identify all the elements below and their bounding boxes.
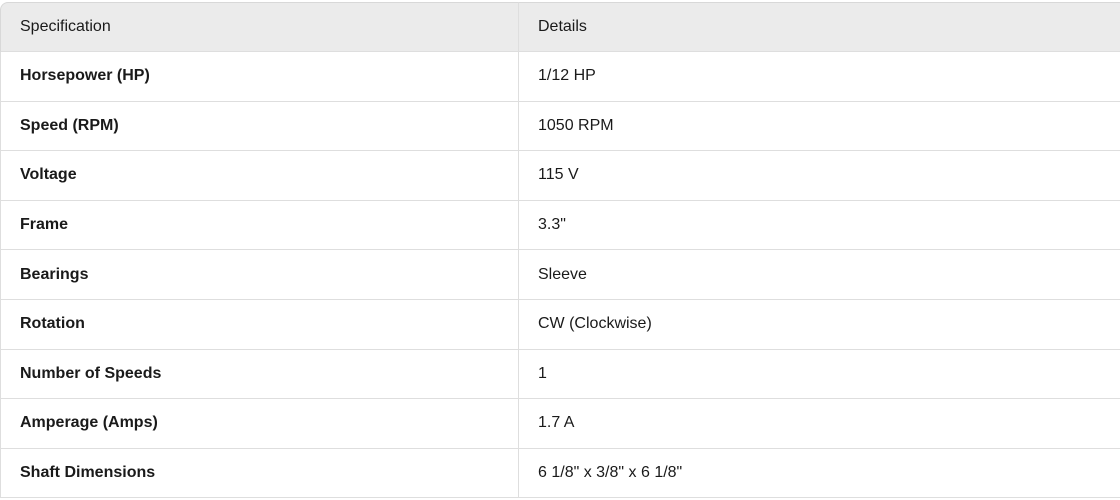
- spec-cell: Shaft Dimensions: [0, 448, 518, 499]
- spec-cell: Amperage (Amps): [0, 399, 518, 449]
- detail-cell: 115 V: [518, 151, 1120, 201]
- table-row: Number of Speeds 1: [0, 349, 1120, 400]
- table-row: Horsepower (HP) 1/12 HP: [0, 52, 1120, 102]
- table-row: Rotation CW (Clockwise): [0, 299, 1120, 350]
- spec-cell: Rotation: [0, 299, 518, 350]
- header-row: Specification Details: [0, 2, 1120, 52]
- spec-cell: Number of Speeds: [0, 349, 518, 400]
- table-row: Bearings Sleeve: [0, 250, 1120, 300]
- detail-cell: 1/12 HP: [518, 52, 1120, 102]
- detail-cell: 6 1/8" x 3/8" x 6 1/8": [518, 448, 1120, 499]
- spec-cell: Voltage: [0, 151, 518, 201]
- table-row: Amperage (Amps) 1.7 A: [0, 399, 1120, 449]
- detail-cell: 1050 RPM: [518, 101, 1120, 152]
- spec-cell: Frame: [0, 200, 518, 251]
- table-row: Shaft Dimensions 6 1/8" x 3/8" x 6 1/8": [0, 448, 1120, 499]
- spec-cell: Horsepower (HP): [0, 52, 518, 102]
- detail-cell: 3.3": [518, 200, 1120, 251]
- detail-cell: 1: [518, 349, 1120, 400]
- header-specification: Specification: [0, 2, 518, 52]
- table-row: Speed (RPM) 1050 RPM: [0, 101, 1120, 152]
- header-details: Details: [518, 2, 1120, 52]
- detail-cell: CW (Clockwise): [518, 299, 1120, 350]
- spec-cell: Speed (RPM): [0, 101, 518, 152]
- table-row: Frame 3.3": [0, 200, 1120, 251]
- spec-cell: Bearings: [0, 250, 518, 300]
- table-row: Voltage 115 V: [0, 151, 1120, 201]
- detail-cell: Sleeve: [518, 250, 1120, 300]
- detail-cell: 1.7 A: [518, 399, 1120, 449]
